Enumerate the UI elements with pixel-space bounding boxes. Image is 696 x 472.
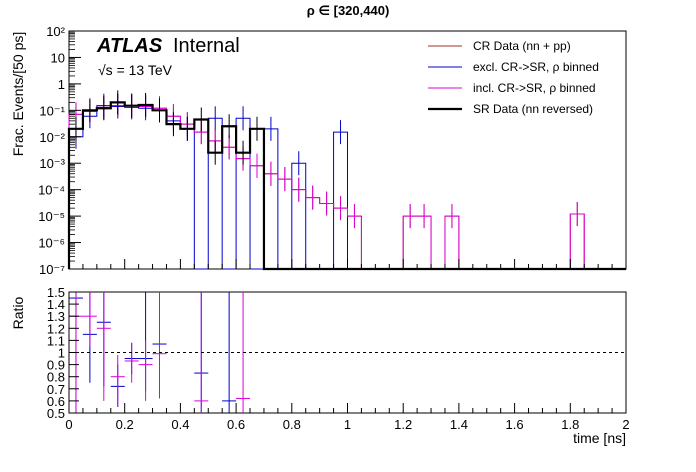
legend-entry-label: CR Data (nn + pp): [473, 39, 571, 53]
x-tick-label: 1.2: [394, 417, 412, 432]
main-axes: 10⁻⁷ 10⁻⁶ 10⁻⁵ 10⁻⁴ 10⁻³ 10⁻² 10⁻¹ 1 10 10²: [38, 24, 627, 277]
main-y-axis-label: Frac. Events/[50 ps]: [10, 32, 26, 157]
ratio-y-axis-label: Ratio: [10, 296, 26, 329]
ratio-y-tick-label: 1.5: [47, 285, 65, 300]
y-tick-label: 10⁻⁷: [39, 262, 65, 277]
y-tick-label: 10⁻²: [39, 130, 65, 145]
ratio-y-tick-label: 0.8: [47, 370, 65, 385]
y-tick-label: 10²: [46, 24, 65, 39]
x-axis-label: time [ns]: [573, 430, 626, 446]
x-tick-label: 1: [344, 417, 351, 432]
legend-entry-label: SR Data (nn reversed): [473, 102, 593, 116]
ratio-y-tick-label: 1.4: [47, 297, 65, 312]
ratio-y-tick-label: 0.6: [47, 394, 65, 409]
legend-entry-label: incl. CR->SR, ρ binned: [473, 81, 596, 95]
y-tick-label: 10⁻⁵: [38, 209, 65, 224]
ratio-y-tick-label: 1.1: [47, 333, 65, 348]
y-tick-label: 10: [51, 50, 65, 65]
atlas-label: ATLAS: [96, 35, 163, 57]
x-tick-label: 1.6: [506, 417, 524, 432]
x-tick-label: 0.4: [171, 417, 189, 432]
histogram-series-1: [68, 105, 626, 270]
x-tick-label: 0.2: [116, 417, 134, 432]
y-tick-label: 10⁻⁶: [38, 236, 65, 251]
x-tick-label: 2: [622, 417, 629, 432]
chart-title: ρ ∈ [320,440): [307, 3, 390, 18]
legend-entry-label: excl. CR->SR, ρ binned: [473, 60, 599, 74]
ratio-y-tick-label: 0.9: [47, 358, 65, 373]
x-tick-label: 0.6: [227, 417, 245, 432]
ratio-axes: 0.50.60.70.80.911.11.21.31.41.50 0.2 0.4 0.…: [47, 285, 630, 432]
x-tick-label: 0.8: [283, 417, 301, 432]
y-tick-label: 10⁻³: [39, 156, 65, 171]
y-tick-label: 1: [58, 77, 65, 92]
energy-label: √s = 13 TeV: [98, 62, 173, 78]
y-tick-label: 10⁻¹: [39, 103, 65, 118]
x-tick-label: 0: [65, 417, 72, 432]
y-tick-label: 10⁻⁴: [38, 183, 65, 198]
ratio-y-tick-label: 1.2: [47, 321, 65, 336]
legend: CR Data (nn + pp) excl. CR->SR, ρ binned i…: [428, 39, 599, 116]
ratio-y-tick-label: 0.5: [47, 406, 65, 421]
ratio-y-tick-label: 1.3: [47, 309, 65, 324]
x-tick-label: 1.4: [450, 417, 468, 432]
ratio-y-tick-label: 1: [58, 346, 65, 361]
ratio-y-tick-label: 0.7: [47, 382, 65, 397]
ratio-points: [68, 292, 251, 413]
main-histograms: [67, 90, 626, 271]
atlas-internal-label: Internal: [173, 35, 240, 57]
x-tick-label: 1.8: [561, 417, 579, 432]
